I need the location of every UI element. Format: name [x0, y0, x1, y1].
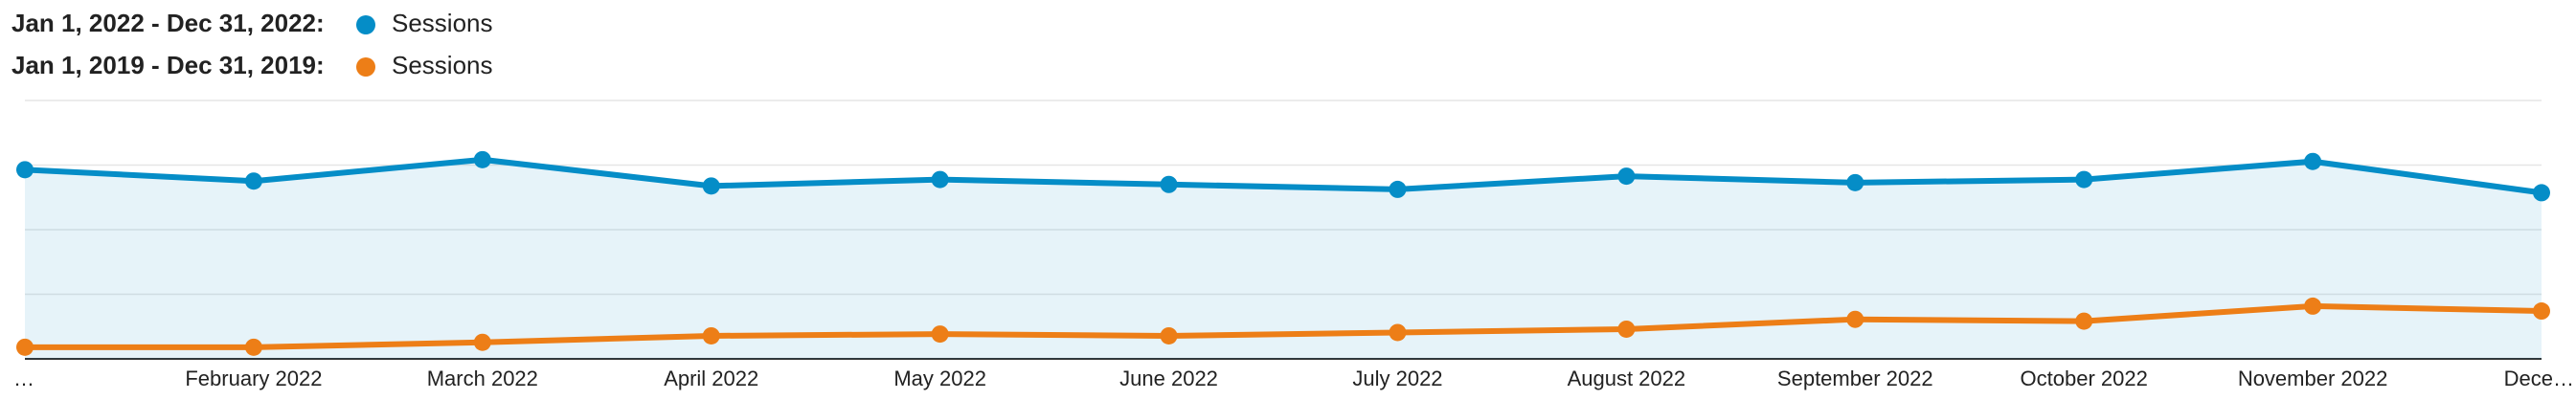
point	[244, 338, 262, 356]
legend-label: Sessions	[392, 51, 493, 79]
x-tick-label: April 2022	[664, 367, 758, 390]
x-tick-label: …	[13, 367, 34, 390]
legend-swatch	[356, 57, 375, 77]
legend-period: Jan 1, 2019 - Dec 31, 2019:	[11, 51, 325, 79]
point	[16, 161, 34, 179]
x-tick-label: February 2022	[185, 367, 322, 390]
x-tick-label: September 2022	[1777, 367, 1933, 390]
x-tick-label: August 2022	[1568, 367, 1686, 390]
point	[702, 177, 720, 195]
point	[1846, 173, 1864, 191]
point	[1160, 326, 1178, 344]
point	[1389, 323, 1407, 342]
legend-period: Jan 1, 2022 - Dec 31, 2022:	[11, 9, 325, 37]
point	[1389, 180, 1407, 198]
x-tick-label: May 2022	[893, 367, 986, 390]
point	[2075, 170, 2093, 189]
point	[931, 170, 949, 189]
point	[244, 172, 262, 190]
area	[25, 159, 2542, 359]
x-tick-label: July 2022	[1352, 367, 1442, 390]
point	[1617, 320, 1636, 338]
x-tick-label: March 2022	[427, 367, 538, 390]
line	[25, 302, 2542, 350]
point	[702, 326, 720, 344]
legend-label: Sessions	[392, 9, 493, 37]
point	[931, 325, 949, 344]
x-tick-label: June 2022	[1119, 367, 1218, 390]
point	[16, 338, 34, 356]
point	[1160, 175, 1178, 193]
point	[1846, 310, 1864, 328]
point	[2304, 297, 2322, 315]
x-tick-label: October 2022	[2021, 367, 2148, 390]
point	[473, 150, 491, 168]
line	[24, 156, 2542, 196]
point	[2533, 302, 2550, 321]
legend-swatch	[356, 15, 375, 34]
point	[2533, 184, 2550, 202]
x-tick-label: Dece…	[2504, 367, 2574, 390]
point	[2075, 312, 2093, 330]
x-tick-label: November 2022	[2238, 367, 2388, 390]
point	[473, 333, 491, 351]
point	[1617, 167, 1636, 186]
point	[2304, 152, 2322, 170]
